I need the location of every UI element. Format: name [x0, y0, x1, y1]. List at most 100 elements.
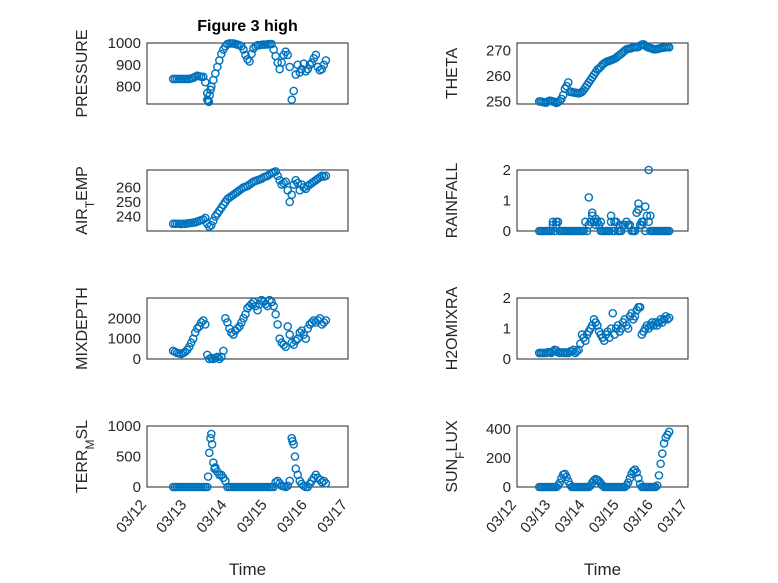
x-tick-label: 03/12	[483, 497, 520, 537]
y-tick-label: 260	[486, 68, 511, 85]
data-point	[186, 338, 196, 348]
data-point	[311, 50, 321, 60]
scatter-series	[534, 39, 674, 108]
y-tick-label: 1000	[108, 418, 141, 435]
data-point	[319, 476, 329, 486]
data-point	[623, 220, 633, 230]
data-point	[321, 479, 331, 488]
x-tick-label: 03/14	[551, 497, 588, 537]
data-point	[562, 472, 571, 482]
data-point	[317, 64, 327, 74]
x-tick-label: 03/14	[193, 497, 230, 537]
data-point	[267, 297, 276, 307]
data-point	[279, 340, 288, 350]
data-point	[623, 324, 633, 333]
data-point	[205, 90, 215, 100]
data-point	[198, 316, 208, 325]
data-point	[206, 433, 215, 443]
data-point	[301, 67, 311, 76]
data-point	[247, 299, 256, 309]
y-tick-label: 0	[133, 479, 141, 496]
data-point	[243, 55, 252, 64]
scatter-series	[534, 302, 674, 358]
data-point	[664, 43, 674, 52]
scatter-series	[534, 165, 674, 236]
data-point	[651, 482, 660, 492]
subplot-mixdepth: 0 1000 2000 MIXDEPTH	[74, 287, 349, 370]
data-point	[319, 60, 329, 70]
data-point	[198, 72, 208, 82]
data-point	[596, 217, 606, 227]
data-point	[625, 473, 635, 483]
y-tick-label: 800	[116, 79, 141, 96]
data-point	[275, 334, 284, 343]
y-tick-label: 250	[486, 93, 511, 110]
data-point	[606, 217, 616, 227]
data-point	[634, 199, 643, 208]
data-point	[630, 226, 640, 236]
y-tick-label: 200	[486, 450, 511, 467]
data-point	[574, 345, 583, 355]
axes-frame	[146, 169, 349, 232]
data-point	[283, 322, 293, 331]
data-point	[207, 439, 217, 449]
data-point	[634, 205, 643, 214]
data-point	[287, 190, 297, 199]
axes-frame	[146, 297, 349, 360]
y-tick-label: 270	[486, 43, 511, 60]
y-tick-label: 250	[116, 194, 141, 211]
data-point	[623, 478, 633, 487]
data-point	[207, 429, 216, 439]
x-axis-label: Time	[229, 560, 266, 579]
data-point	[572, 347, 582, 356]
data-point	[269, 301, 278, 311]
scatter-series	[168, 167, 331, 231]
y-tick-label: 900	[116, 57, 141, 74]
y-tick-label: 1000	[108, 331, 141, 348]
data-point	[584, 193, 594, 202]
data-point	[281, 342, 290, 352]
data-point	[271, 309, 280, 319]
y-axis-label: H2OMIXRA	[444, 286, 461, 370]
data-point	[287, 338, 297, 348]
y-tick-label: 0	[133, 351, 141, 368]
data-point	[605, 226, 614, 236]
data-point	[307, 58, 317, 67]
data-point	[546, 226, 556, 236]
scatter-series	[168, 39, 331, 107]
x-tick-label: 03/16	[620, 497, 657, 537]
axes-frame	[516, 42, 689, 105]
data-point	[608, 308, 618, 318]
data-point	[564, 78, 573, 87]
data-point	[200, 213, 210, 223]
data-point	[321, 171, 331, 181]
data-point	[664, 427, 674, 437]
data-point	[241, 50, 250, 60]
x-tick-label: 03/13	[153, 497, 190, 537]
y-axis-label: TERRMSL	[74, 420, 97, 493]
subplot-rainfall: 0 1 2 RAINFALL	[444, 162, 689, 240]
data-point	[273, 320, 282, 329]
data-point	[579, 226, 588, 236]
y-tick-label: 260	[116, 179, 141, 196]
x-tick-label: 03/17	[314, 497, 351, 537]
x-tick-label: 03/17	[654, 497, 691, 537]
data-point	[664, 226, 674, 236]
data-point	[283, 481, 293, 491]
data-point	[190, 328, 200, 337]
scatter-series	[168, 295, 331, 364]
data-point	[237, 318, 246, 327]
data-point	[219, 346, 228, 356]
subplot-h2omixra: 0 1 2 H2OMIXRA	[444, 286, 689, 370]
data-point	[291, 336, 301, 346]
data-point	[227, 328, 236, 337]
y-tick-label: 500	[116, 449, 141, 466]
data-point	[615, 220, 624, 230]
data-point	[659, 439, 669, 448]
data-point	[247, 49, 256, 59]
y-tick-label: 2000	[108, 310, 141, 327]
data-point	[251, 301, 260, 311]
data-point	[589, 476, 599, 485]
chart-title: Figure 3 high	[197, 18, 297, 35]
